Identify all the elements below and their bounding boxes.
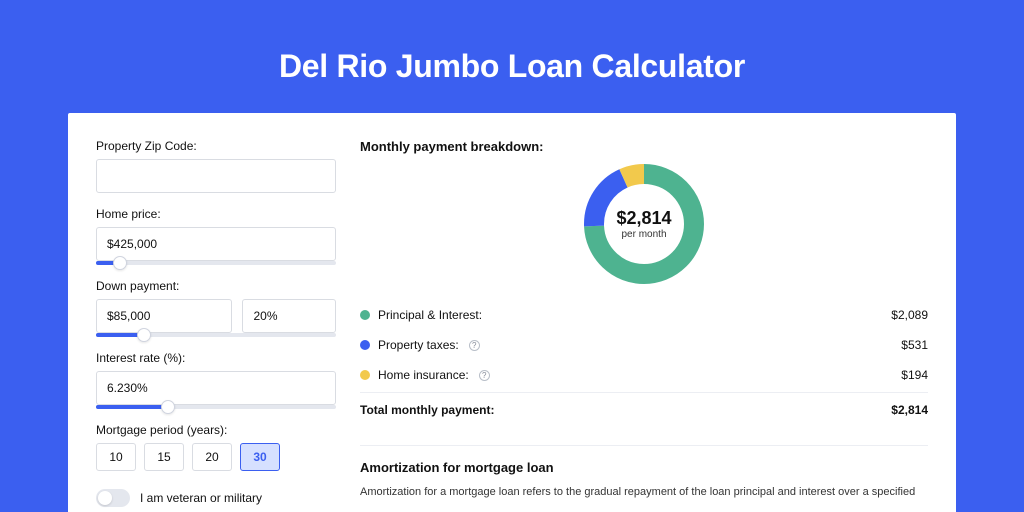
legend-dot [360, 310, 370, 320]
home-price-field: Home price: [96, 207, 336, 265]
home-price-slider-thumb[interactable] [113, 256, 127, 270]
legend-row: Property taxes:? $531 [360, 330, 928, 360]
donut-wrap: $2,814 per month [360, 164, 928, 284]
interest-field: Interest rate (%): [96, 351, 336, 409]
legend-value: $194 [901, 368, 928, 382]
page-title: Del Rio Jumbo Loan Calculator [0, 0, 1024, 113]
period-options: 10 15 20 30 [96, 443, 336, 471]
legend-row: Home insurance:? $194 [360, 360, 928, 390]
legend-value: $2,089 [891, 308, 928, 322]
period-field: Mortgage period (years): 10 15 20 30 [96, 423, 336, 471]
donut-sub: per month [621, 229, 666, 240]
info-icon[interactable]: ? [479, 370, 490, 381]
legend-row: Principal & Interest: $2,089 [360, 300, 928, 330]
interest-label: Interest rate (%): [96, 351, 336, 365]
down-payment-pct-input[interactable] [242, 299, 336, 333]
down-payment-field: Down payment: [96, 279, 336, 337]
legend-total-label: Total monthly payment: [360, 403, 494, 417]
calculator-card: Property Zip Code: Home price: Down paym… [68, 113, 956, 512]
down-payment-input[interactable] [96, 299, 232, 333]
veteran-row: I am veteran or military [96, 489, 336, 507]
period-btn-15[interactable]: 15 [144, 443, 184, 471]
interest-slider-thumb[interactable] [161, 400, 175, 414]
amortization-text: Amortization for a mortgage loan refers … [360, 485, 928, 500]
breakdown-title: Monthly payment breakdown: [360, 139, 928, 154]
home-price-slider[interactable] [96, 261, 336, 265]
veteran-toggle[interactable] [96, 489, 130, 507]
veteran-toggle-knob [98, 491, 112, 505]
legend-label: Principal & Interest: [378, 308, 482, 322]
interest-slider-fill [96, 405, 168, 409]
legend-total-row: Total monthly payment: $2,814 [360, 392, 928, 425]
period-btn-10[interactable]: 10 [96, 443, 136, 471]
legend: Principal & Interest: $2,089 Property taxe… [360, 300, 928, 390]
period-btn-20[interactable]: 20 [192, 443, 232, 471]
amortization-title: Amortization for mortgage loan [360, 445, 928, 475]
legend-dot [360, 370, 370, 380]
zip-label: Property Zip Code: [96, 139, 336, 153]
info-icon[interactable]: ? [469, 340, 480, 351]
legend-dot [360, 340, 370, 350]
down-payment-slider[interactable] [96, 333, 336, 337]
down-payment-slider-thumb[interactable] [137, 328, 151, 342]
breakdown-column: Monthly payment breakdown: $2,814 per mo… [360, 139, 928, 512]
payment-donut: $2,814 per month [584, 164, 704, 284]
period-label: Mortgage period (years): [96, 423, 336, 437]
donut-amount: $2,814 [616, 208, 671, 229]
legend-total-value: $2,814 [891, 403, 928, 417]
legend-label: Property taxes: [378, 338, 459, 352]
veteran-label: I am veteran or military [140, 491, 262, 505]
legend-label: Home insurance: [378, 368, 469, 382]
interest-input[interactable] [96, 371, 336, 405]
interest-slider[interactable] [96, 405, 336, 409]
zip-field: Property Zip Code: [96, 139, 336, 193]
home-price-label: Home price: [96, 207, 336, 221]
donut-center: $2,814 per month [584, 164, 704, 284]
period-btn-30[interactable]: 30 [240, 443, 280, 471]
legend-value: $531 [901, 338, 928, 352]
form-column: Property Zip Code: Home price: Down paym… [96, 139, 336, 512]
home-price-input[interactable] [96, 227, 336, 261]
down-payment-label: Down payment: [96, 279, 336, 293]
zip-input[interactable] [96, 159, 336, 193]
